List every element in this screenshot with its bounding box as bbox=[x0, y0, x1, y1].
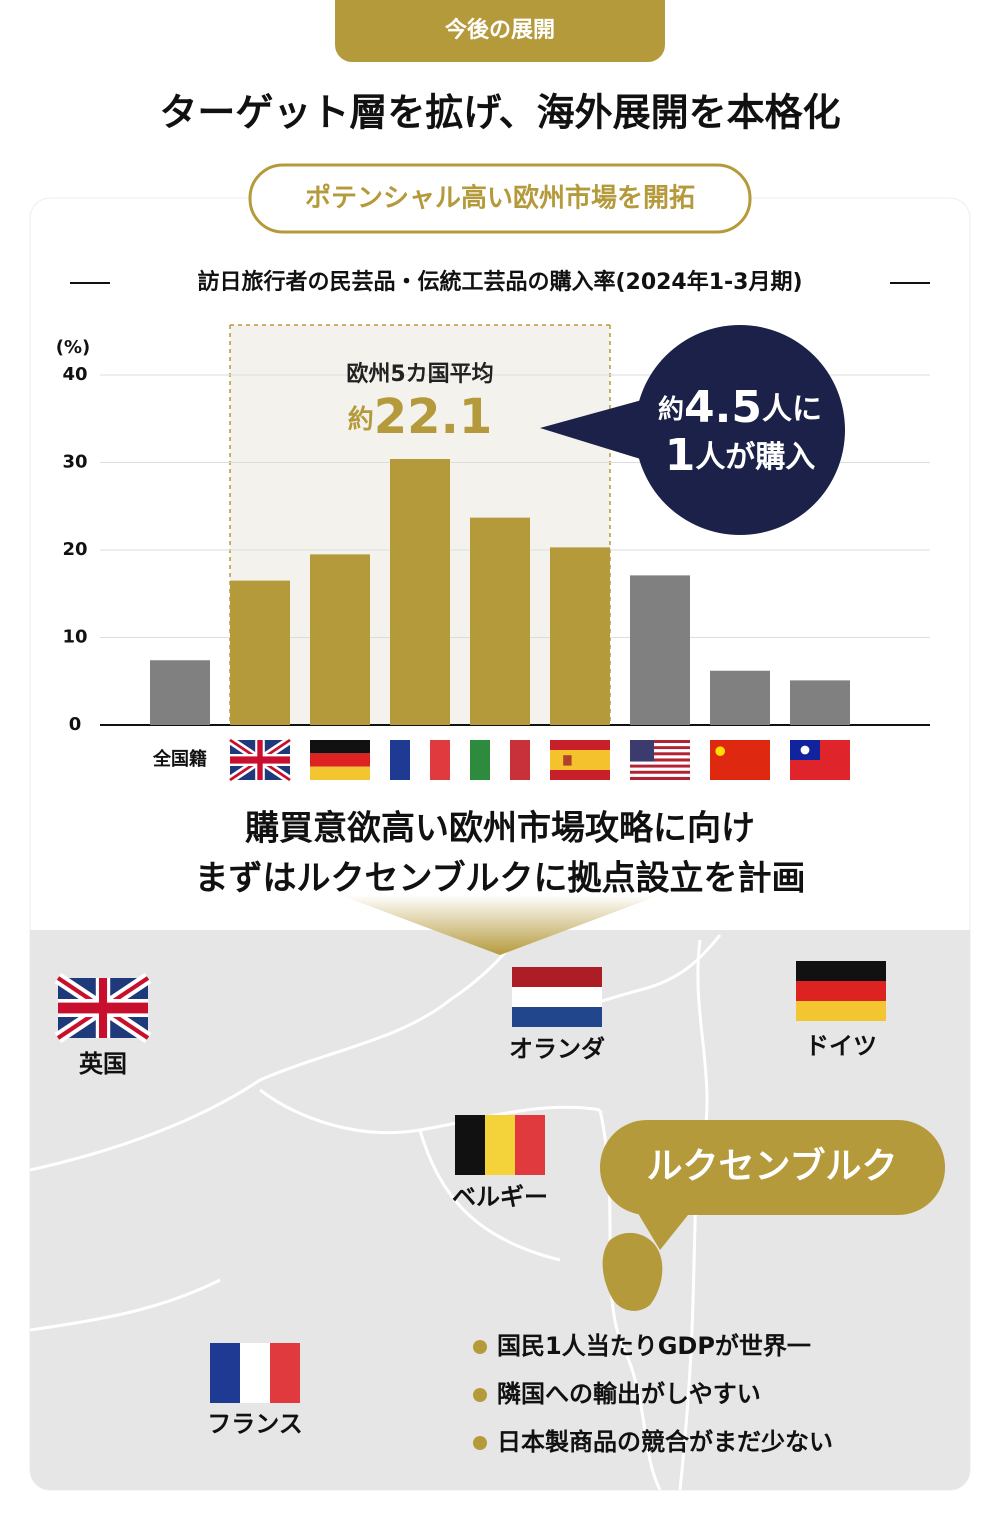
bar bbox=[390, 459, 450, 725]
flag-part bbox=[630, 746, 690, 750]
flag-part bbox=[210, 1343, 240, 1403]
country-label: オランダ bbox=[509, 1035, 605, 1063]
flag-part bbox=[257, 740, 263, 780]
flag-part bbox=[485, 1115, 515, 1175]
flag-part bbox=[796, 961, 886, 981]
flag-part bbox=[270, 1343, 300, 1403]
bullet-dot bbox=[473, 1436, 487, 1450]
flag-part bbox=[490, 740, 510, 780]
bullet: 日本製商品の競合がまだ少ない bbox=[497, 1428, 833, 1456]
flag-part bbox=[510, 740, 530, 780]
bubble-part: 人に bbox=[762, 392, 822, 427]
bubble-text: 1人が購入 bbox=[665, 430, 816, 481]
flag-part bbox=[630, 776, 690, 780]
bar bbox=[310, 554, 370, 725]
bubble-tail bbox=[540, 395, 660, 465]
flag-part bbox=[630, 740, 654, 762]
bar bbox=[790, 680, 850, 725]
bar bbox=[230, 580, 290, 725]
bullet-dot bbox=[473, 1340, 487, 1354]
highlight-label: 欧州5カ国平均 bbox=[346, 361, 493, 387]
luxembourg bbox=[602, 1232, 663, 1311]
country-label: フランス bbox=[207, 1410, 303, 1438]
bubble-part: 約 bbox=[658, 394, 684, 425]
flag-part bbox=[630, 773, 690, 777]
message: まずはルクセンブルクに拠点設立を計画 bbox=[195, 859, 806, 899]
flag-part bbox=[800, 745, 810, 755]
borders bbox=[30, 934, 722, 1490]
tag: 今後の展開 bbox=[445, 17, 555, 43]
callout-box bbox=[600, 1120, 945, 1215]
flag-part bbox=[515, 1115, 545, 1175]
flag-part bbox=[630, 764, 690, 768]
pill bbox=[248, 163, 752, 234]
bubble bbox=[635, 325, 845, 535]
flag-part bbox=[796, 981, 886, 1001]
bubble-part: 4.5 bbox=[684, 382, 762, 433]
flag-part bbox=[563, 755, 572, 766]
bar bbox=[470, 517, 530, 725]
y-tick-label: 30 bbox=[62, 452, 87, 473]
flag-part bbox=[98, 978, 108, 1038]
y-tick-label: 0 bbox=[69, 714, 82, 735]
flag-part bbox=[630, 758, 690, 762]
bullet-dot bbox=[473, 1388, 487, 1402]
title: ターゲット層を拡げ、海外展開を本格化 bbox=[159, 91, 840, 135]
flag-part bbox=[430, 740, 450, 780]
bullet: 隣国への輸出がしやすい bbox=[497, 1380, 761, 1408]
flag-part bbox=[550, 750, 610, 770]
highlight-prefix: 約 bbox=[348, 404, 374, 435]
flag-part bbox=[410, 740, 430, 780]
flag-part bbox=[630, 755, 690, 759]
bubble-part: 人が購入 bbox=[695, 440, 815, 475]
flag-part bbox=[512, 987, 602, 1007]
y-tick-label: 20 bbox=[62, 539, 87, 560]
message: 購買意欲高い欧州市場攻略に向け bbox=[245, 809, 755, 849]
flag-part bbox=[630, 767, 690, 771]
flag-part bbox=[630, 749, 690, 753]
pill-text: ポテンシャル高い欧州市場を開拓 bbox=[305, 183, 695, 214]
y-tick-label: 40 bbox=[62, 364, 87, 385]
flag-part bbox=[512, 1007, 602, 1027]
x-tick-label: 全国籍 bbox=[152, 748, 207, 770]
flag-part bbox=[630, 740, 690, 744]
country-label: ベルギー bbox=[452, 1183, 548, 1211]
country-label: ドイツ bbox=[805, 1032, 877, 1060]
flag-part bbox=[310, 753, 370, 767]
flag-part bbox=[630, 770, 690, 774]
bar bbox=[630, 575, 690, 725]
callout: ルクセンブルク bbox=[647, 1145, 898, 1187]
flag-part bbox=[390, 740, 410, 780]
y-unit: (%) bbox=[56, 337, 91, 358]
y-tick-label: 10 bbox=[62, 627, 87, 648]
flag-part bbox=[630, 743, 690, 747]
bullet: 国民1人当たりGDPが世界一 bbox=[497, 1332, 811, 1360]
flag-part bbox=[310, 766, 370, 780]
pointer bbox=[340, 895, 660, 955]
bar bbox=[150, 660, 210, 725]
bar bbox=[710, 670, 770, 725]
bubble-part: 1 bbox=[665, 430, 696, 481]
tag-box bbox=[335, 0, 665, 62]
flag-part bbox=[715, 746, 725, 756]
country-label: 英国 bbox=[79, 1050, 127, 1078]
highlight-value: 約22.1 bbox=[348, 389, 492, 445]
flag-part bbox=[512, 967, 602, 987]
bubble-text: 約4.5人に bbox=[658, 382, 822, 433]
highlight-number: 22.1 bbox=[374, 389, 492, 445]
bar bbox=[550, 547, 610, 725]
flag-part bbox=[240, 1343, 270, 1403]
flag-part bbox=[630, 752, 690, 756]
flag-part bbox=[796, 1001, 886, 1021]
flag-part bbox=[710, 740, 770, 780]
flag-part bbox=[630, 761, 690, 765]
flag-part bbox=[470, 740, 490, 780]
chart-title: 訪日旅行者の民芸品・伝統工芸品の購入率(2024年1-3月期) bbox=[197, 269, 802, 295]
flag-part bbox=[310, 740, 370, 754]
flag-part bbox=[455, 1115, 485, 1175]
